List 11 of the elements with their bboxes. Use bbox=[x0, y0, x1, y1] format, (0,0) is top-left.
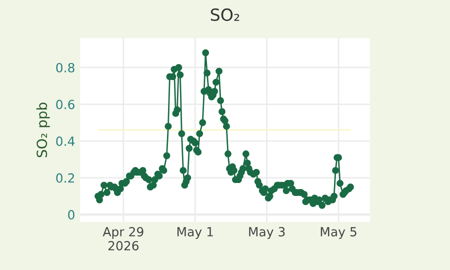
y-axis-title: SO₂ ppb bbox=[36, 102, 50, 158]
y-tick-label: 0.6 bbox=[56, 100, 74, 110]
x-tick-label: May 3 bbox=[249, 227, 285, 239]
x-tick-label: Apr 29 2026 bbox=[102, 227, 144, 250]
y-tick-label: 0.2 bbox=[56, 173, 74, 183]
x-tick-label: May 1 bbox=[177, 227, 213, 239]
y-tick-label: 0.4 bbox=[56, 136, 75, 146]
x-tick-label: May 5 bbox=[320, 227, 356, 239]
y-tick-label: 0.8 bbox=[56, 62, 74, 72]
y-tick-label: 0 bbox=[68, 210, 74, 220]
chart-title: SO₂ bbox=[210, 8, 240, 21]
